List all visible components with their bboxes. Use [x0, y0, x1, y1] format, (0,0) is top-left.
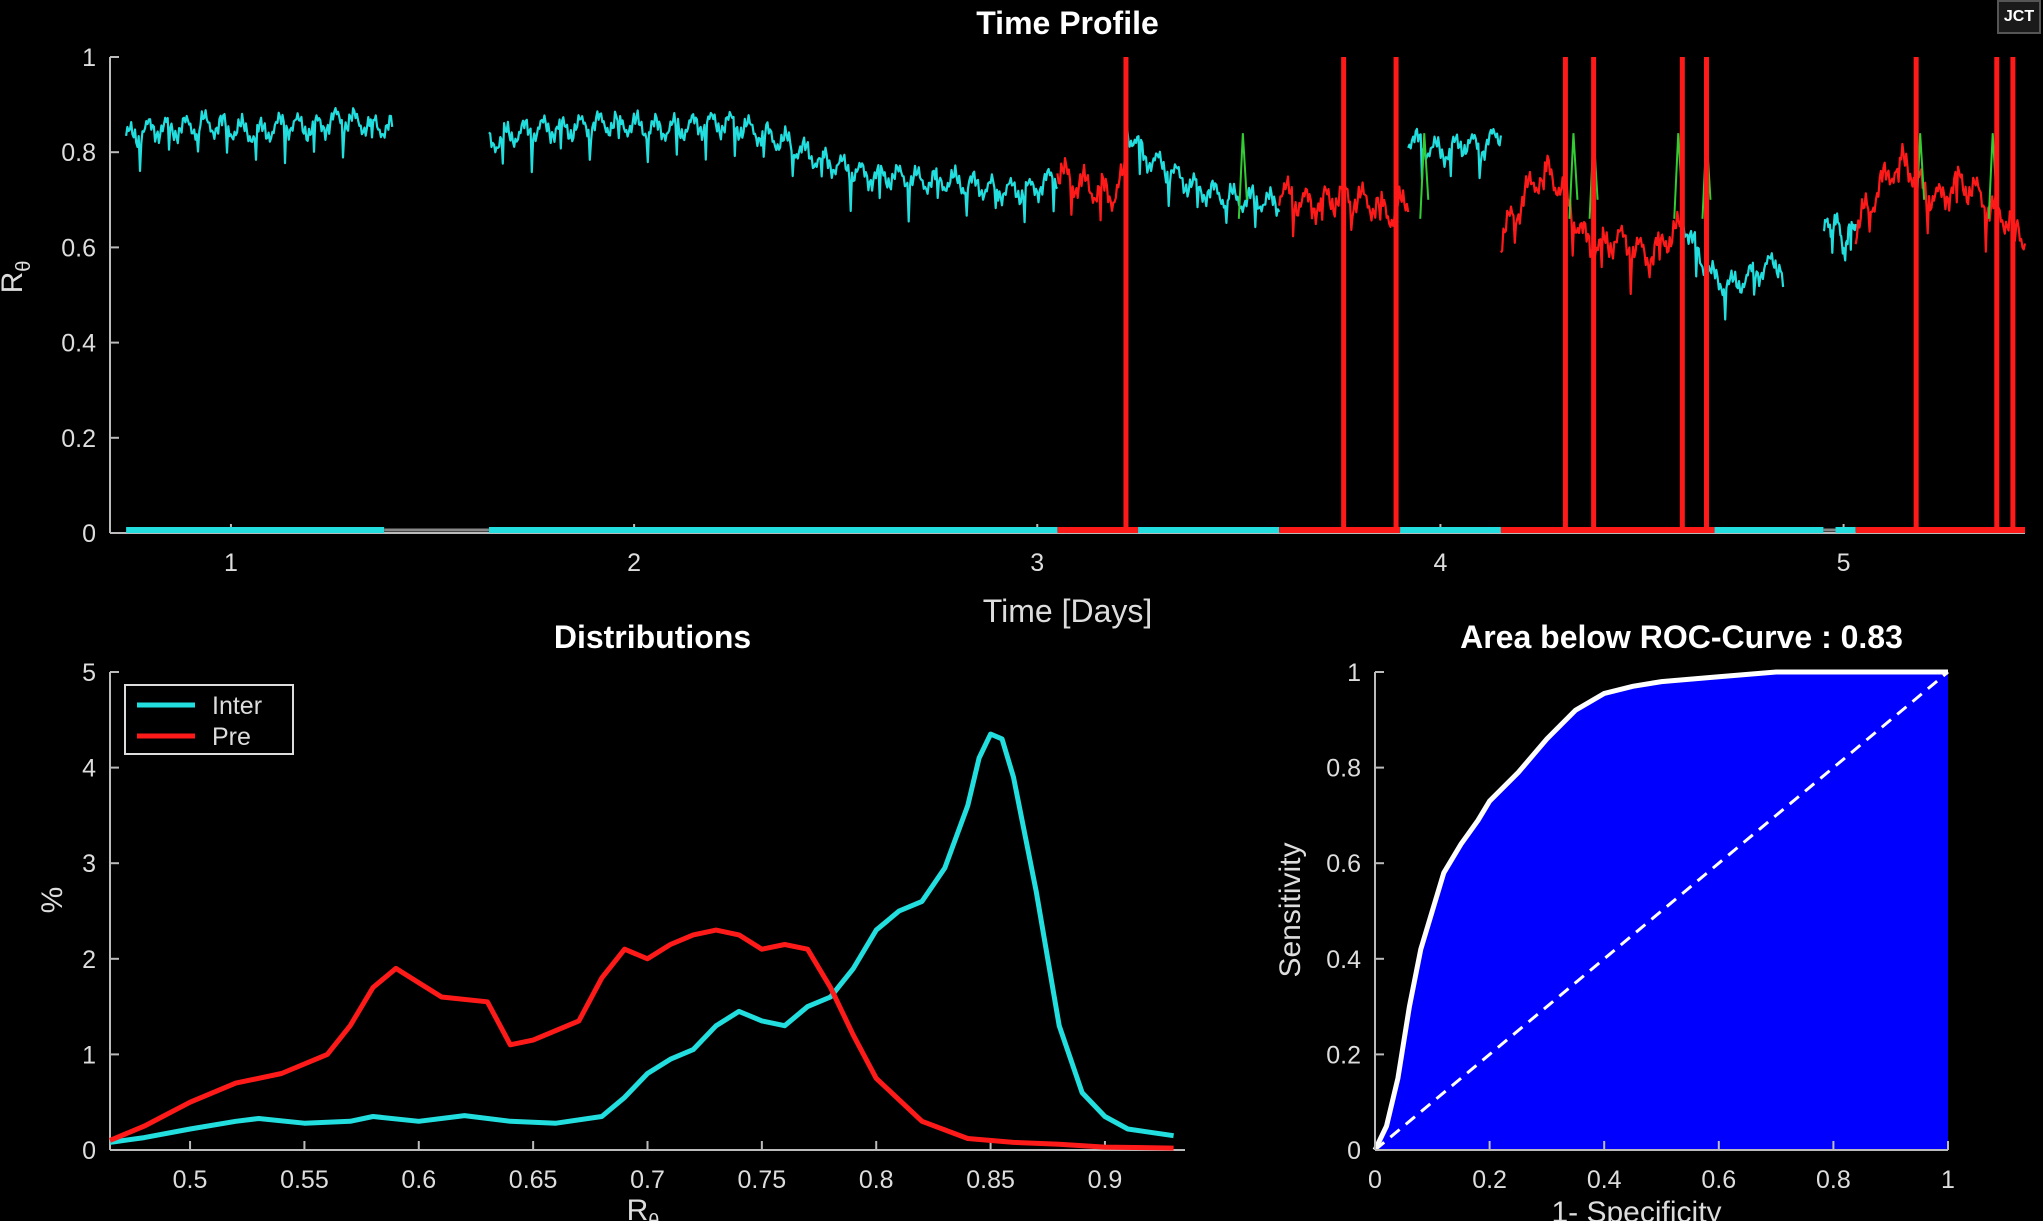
- time-profile-series-inter-8: [1822, 212, 1857, 262]
- distribution-series-inter: [109, 731, 1174, 1145]
- time-profile-x-tick-label: 5: [1837, 549, 1851, 577]
- time-profile-series-inter-0: [125, 107, 394, 173]
- time-profile-transition-0: [1237, 133, 1248, 219]
- time-profile-title: Time Profile: [976, 5, 1159, 41]
- distributions-x-tick-label: 0.75: [738, 1166, 787, 1194]
- roc-x-tick-label: 0.2: [1472, 1166, 1507, 1194]
- time-profile-y-tick-label: 0.2: [61, 425, 96, 453]
- time-profile-series-inter-3: [1124, 127, 1281, 229]
- roc-y-tick-label: 0: [1347, 1137, 1361, 1165]
- distributions-x-label: Rθ: [627, 1194, 660, 1221]
- distribution-series-pre: [109, 927, 1174, 1151]
- roc-x-tick-label: 0.6: [1701, 1166, 1736, 1194]
- roc-x-tick-label: 0: [1368, 1166, 1382, 1194]
- time-profile-transition-2: [1568, 133, 1579, 219]
- time-profile-x-tick-label: 1: [224, 549, 238, 577]
- distributions-x-tick-label: 0.7: [630, 1166, 665, 1194]
- distributions-x-tick-label: 0.6: [401, 1166, 436, 1194]
- time-profile-y-tick-label: 1: [82, 44, 96, 72]
- roc-y-tick-label: 0.6: [1326, 850, 1361, 878]
- time-profile-transition-1: [1419, 133, 1430, 219]
- distributions-legend: Inter Pre: [124, 684, 294, 755]
- roc-x-tick-label: 0.4: [1587, 1166, 1622, 1194]
- time-profile-x-tick-label: 2: [627, 549, 641, 577]
- time-profile-y-tick-label: 0.4: [61, 330, 96, 358]
- legend-label-pre: Pre: [212, 723, 251, 751]
- time-profile-x-tick-label: 3: [1030, 549, 1044, 577]
- distributions-y-tick-label: 3: [82, 850, 96, 878]
- distributions-x-tick-label: 0.55: [280, 1166, 329, 1194]
- time-profile-series-pre-9: [1854, 142, 2027, 253]
- distributions-x-tick-label: 0.85: [966, 1166, 1015, 1194]
- roc-chance-diagonal: [1374, 670, 1949, 1152]
- time-profile-series-inter-1: [488, 109, 1059, 224]
- roc-y-tick-label: 0.4: [1326, 946, 1361, 974]
- roc-x-label: 1- Specificity: [1551, 1196, 1721, 1221]
- distributions-x-tick-label: 0.65: [509, 1166, 558, 1194]
- time-profile-y-tick-label: 0.6: [61, 234, 96, 262]
- roc-y-tick-label: 0.8: [1326, 755, 1361, 783]
- time-profile-x-label: Time [Days]: [983, 593, 1153, 629]
- time-profile-y-tick-label: 0: [82, 520, 96, 548]
- time-profile-y-label: Rθ: [0, 261, 35, 294]
- distributions-y-tick-label: 0: [82, 1137, 96, 1165]
- time-profile-series-pre-2: [1056, 157, 1128, 222]
- distributions-title: Distributions: [554, 619, 751, 655]
- roc-y-tick-label: 0.2: [1326, 1041, 1361, 1069]
- distributions-y-tick-label: 5: [82, 659, 96, 687]
- legend-label-inter: Inter: [212, 692, 262, 720]
- legend-box: [124, 684, 294, 755]
- time-profile-series-inter-7: [1681, 223, 1785, 321]
- distributions-y-tick-label: 4: [82, 755, 96, 783]
- roc-curve: [1372, 669, 1948, 1152]
- roc-y-tick-label: 1: [1347, 659, 1361, 687]
- distributions-x-tick-label: 0.8: [859, 1166, 894, 1194]
- distributions-y-tick-label: 2: [82, 946, 96, 974]
- roc-y-label: Sensitivity: [1274, 842, 1307, 977]
- distributions-x-tick-label: 0.5: [173, 1166, 208, 1194]
- distributions-y-label: %: [36, 887, 69, 914]
- roc-x-tick-label: 0.8: [1816, 1166, 1851, 1194]
- time-profile-x-tick-label: 4: [1433, 549, 1447, 577]
- roc-x-tick-label: 1: [1941, 1166, 1955, 1194]
- distributions-y-tick-label: 1: [82, 1041, 96, 1069]
- time-profile-y-tick-label: 0.8: [61, 139, 96, 167]
- corner-mark: JCT: [1997, 0, 2041, 34]
- roc-title: Area below ROC-Curve : 0.83: [1460, 619, 1903, 655]
- distributions-x-tick-label: 0.9: [1088, 1166, 1123, 1194]
